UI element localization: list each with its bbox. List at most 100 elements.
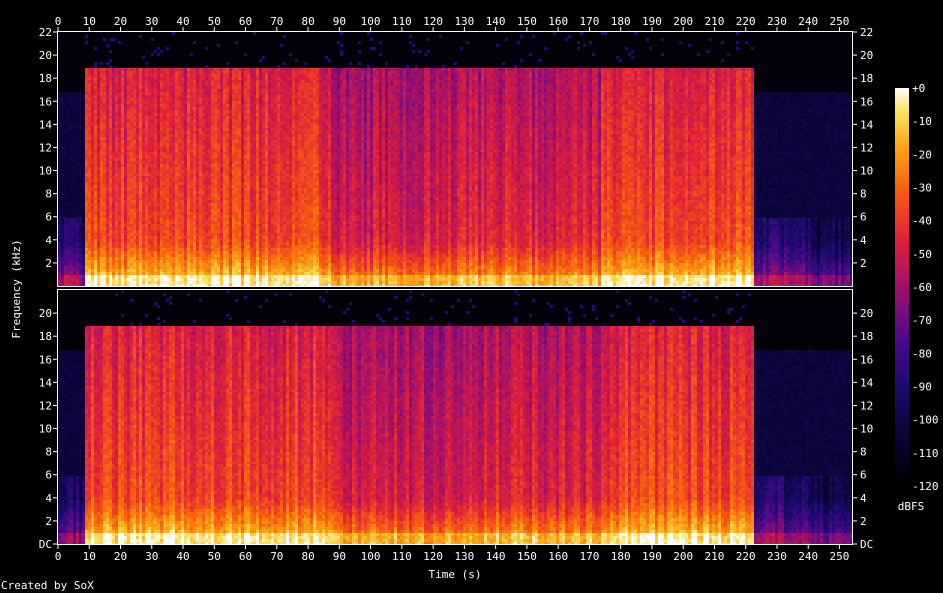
- colorbar-tick-label: -40: [912, 215, 932, 228]
- x-tick-label-top: 70: [270, 15, 283, 28]
- x-tick-label-top: 30: [145, 15, 158, 28]
- y-tick-label-left: 16: [39, 353, 52, 366]
- y-tick-label-left: 16: [39, 95, 52, 108]
- colorbar-tick-label: -50: [912, 248, 932, 261]
- x-tick-label-top: 170: [579, 15, 599, 28]
- x-tick-label-top: 250: [830, 15, 850, 28]
- channel-1-spectrogram: [58, 32, 854, 288]
- x-tick-label-top: 200: [673, 15, 693, 28]
- y-tick-label-right: 18: [860, 330, 873, 343]
- x-tick-label-top: 60: [239, 15, 252, 28]
- x-tick-label-bottom: 210: [705, 550, 725, 563]
- x-tick-label-bottom: 190: [642, 550, 662, 563]
- colorbar-tick-label: -100: [912, 414, 939, 427]
- y-tick-label-left: 6: [45, 211, 52, 224]
- x-tick-label-bottom: 240: [798, 550, 818, 563]
- x-tick-label-bottom: 50: [208, 550, 221, 563]
- colorbar-label: dBFS: [898, 500, 925, 513]
- y-tick-label-right: 10: [860, 423, 873, 436]
- y-tick-label-left: 6: [45, 469, 52, 482]
- spectrogram-panels: [58, 32, 854, 546]
- x-tick-label-bottom: 30: [145, 550, 158, 563]
- y-tick-label-left: 12: [39, 141, 52, 154]
- x-tick-label-top: 130: [454, 15, 474, 28]
- x-tick-label-top: 100: [361, 15, 381, 28]
- colorbar-tick-label: -10: [912, 115, 932, 128]
- x-tick-label-bottom: 170: [579, 550, 599, 563]
- y-tick-label-right: DC: [860, 538, 873, 551]
- y-tick-label-right: 4: [860, 492, 867, 505]
- x-tick-label-top: 220: [736, 15, 756, 28]
- x-tick-label-top: 190: [642, 15, 662, 28]
- x-tick-label-bottom: 150: [517, 550, 537, 563]
- x-tick-label-bottom: 250: [830, 550, 850, 563]
- y-tick-label-right: 6: [860, 211, 867, 224]
- y-tick-label-left: 20: [39, 307, 52, 320]
- y-tick-label-left: 20: [39, 49, 52, 62]
- channel-2-spectrogram: [58, 290, 854, 546]
- x-axis-label: Time (s): [429, 568, 482, 581]
- x-tick-label-bottom: 10: [83, 550, 96, 563]
- y-tick-label-left: 10: [39, 165, 52, 178]
- x-tick-label-top: 10: [83, 15, 96, 28]
- x-tick-label-top: 110: [392, 15, 412, 28]
- colorbar-tick-label: +0: [912, 82, 925, 95]
- y-tick-label-right: 20: [860, 49, 873, 62]
- y-tick-label-left: 8: [45, 446, 52, 459]
- y-tick-label-right: 2: [860, 515, 867, 528]
- y-tick-label-right: 14: [860, 118, 874, 131]
- x-tick-label-top: 40: [176, 15, 189, 28]
- x-tick-label-bottom: 70: [270, 550, 283, 563]
- colorbar-tick-label: -110: [912, 447, 939, 460]
- x-tick-label-bottom: 40: [176, 550, 189, 563]
- x-tick-label-bottom: 230: [767, 550, 787, 563]
- x-tick-label-bottom: 20: [114, 550, 127, 563]
- y-tick-label-right: 8: [860, 446, 867, 459]
- colorbar-tick-label: -70: [912, 314, 932, 327]
- y-tick-label-right: 12: [860, 141, 873, 154]
- y-tick-label-left: 2: [45, 515, 52, 528]
- y-tick-label-right: 2: [860, 257, 867, 270]
- x-tick-label-bottom: 120: [423, 550, 443, 563]
- y-tick-label-right: 22: [860, 26, 873, 39]
- y-tick-label-left: 22: [39, 26, 52, 39]
- x-tick-label-top: 0: [55, 15, 62, 28]
- y-tick-label-right: 14: [860, 376, 874, 389]
- y-tick-label-left: 14: [39, 376, 53, 389]
- y-tick-label-right: 10: [860, 165, 873, 178]
- x-tick-label-bottom: 130: [454, 550, 474, 563]
- x-tick-label-top: 150: [517, 15, 537, 28]
- colorbar-gradient: [895, 88, 909, 486]
- y-tick-label-right: 6: [860, 469, 867, 482]
- x-tick-label-bottom: 0: [55, 550, 62, 563]
- y-tick-label-left: 18: [39, 72, 52, 85]
- x-tick-label-bottom: 220: [736, 550, 756, 563]
- y-tick-label-right: 12: [860, 399, 873, 412]
- colorbar-tick-label: -80: [912, 347, 932, 360]
- colorbar-tick-label: -60: [912, 281, 932, 294]
- x-tick-label-bottom: 140: [486, 550, 506, 563]
- colorbar-tick-label: -20: [912, 148, 932, 161]
- y-tick-label-right: 16: [860, 95, 873, 108]
- y-tick-label-left: 12: [39, 399, 52, 412]
- x-tick-label-bottom: 180: [611, 550, 631, 563]
- x-tick-label-top: 80: [301, 15, 314, 28]
- y-tick-label-right: 20: [860, 307, 873, 320]
- y-tick-label-right: 18: [860, 72, 873, 85]
- x-tick-label-top: 140: [486, 15, 506, 28]
- x-tick-label-top: 90: [333, 15, 346, 28]
- y-tick-label-left: 10: [39, 423, 52, 436]
- x-tick-label-bottom: 90: [333, 550, 346, 563]
- x-tick-label-top: 180: [611, 15, 631, 28]
- colorbar: +0-10-20-30-40-50-60-70-80-90-100-110-12…: [895, 82, 939, 493]
- x-tick-label-bottom: 100: [361, 550, 381, 563]
- footer-credit: Created by SoX: [1, 579, 94, 592]
- x-tick-label-top: 240: [798, 15, 818, 28]
- y-tick-label-left: 18: [39, 330, 52, 343]
- y-tick-label-left: 2: [45, 257, 52, 270]
- x-tick-label-bottom: 110: [392, 550, 412, 563]
- colorbar-tick-label: -120: [912, 480, 939, 493]
- y-tick-label-left: 4: [45, 234, 52, 247]
- x-tick-label-top: 160: [548, 15, 568, 28]
